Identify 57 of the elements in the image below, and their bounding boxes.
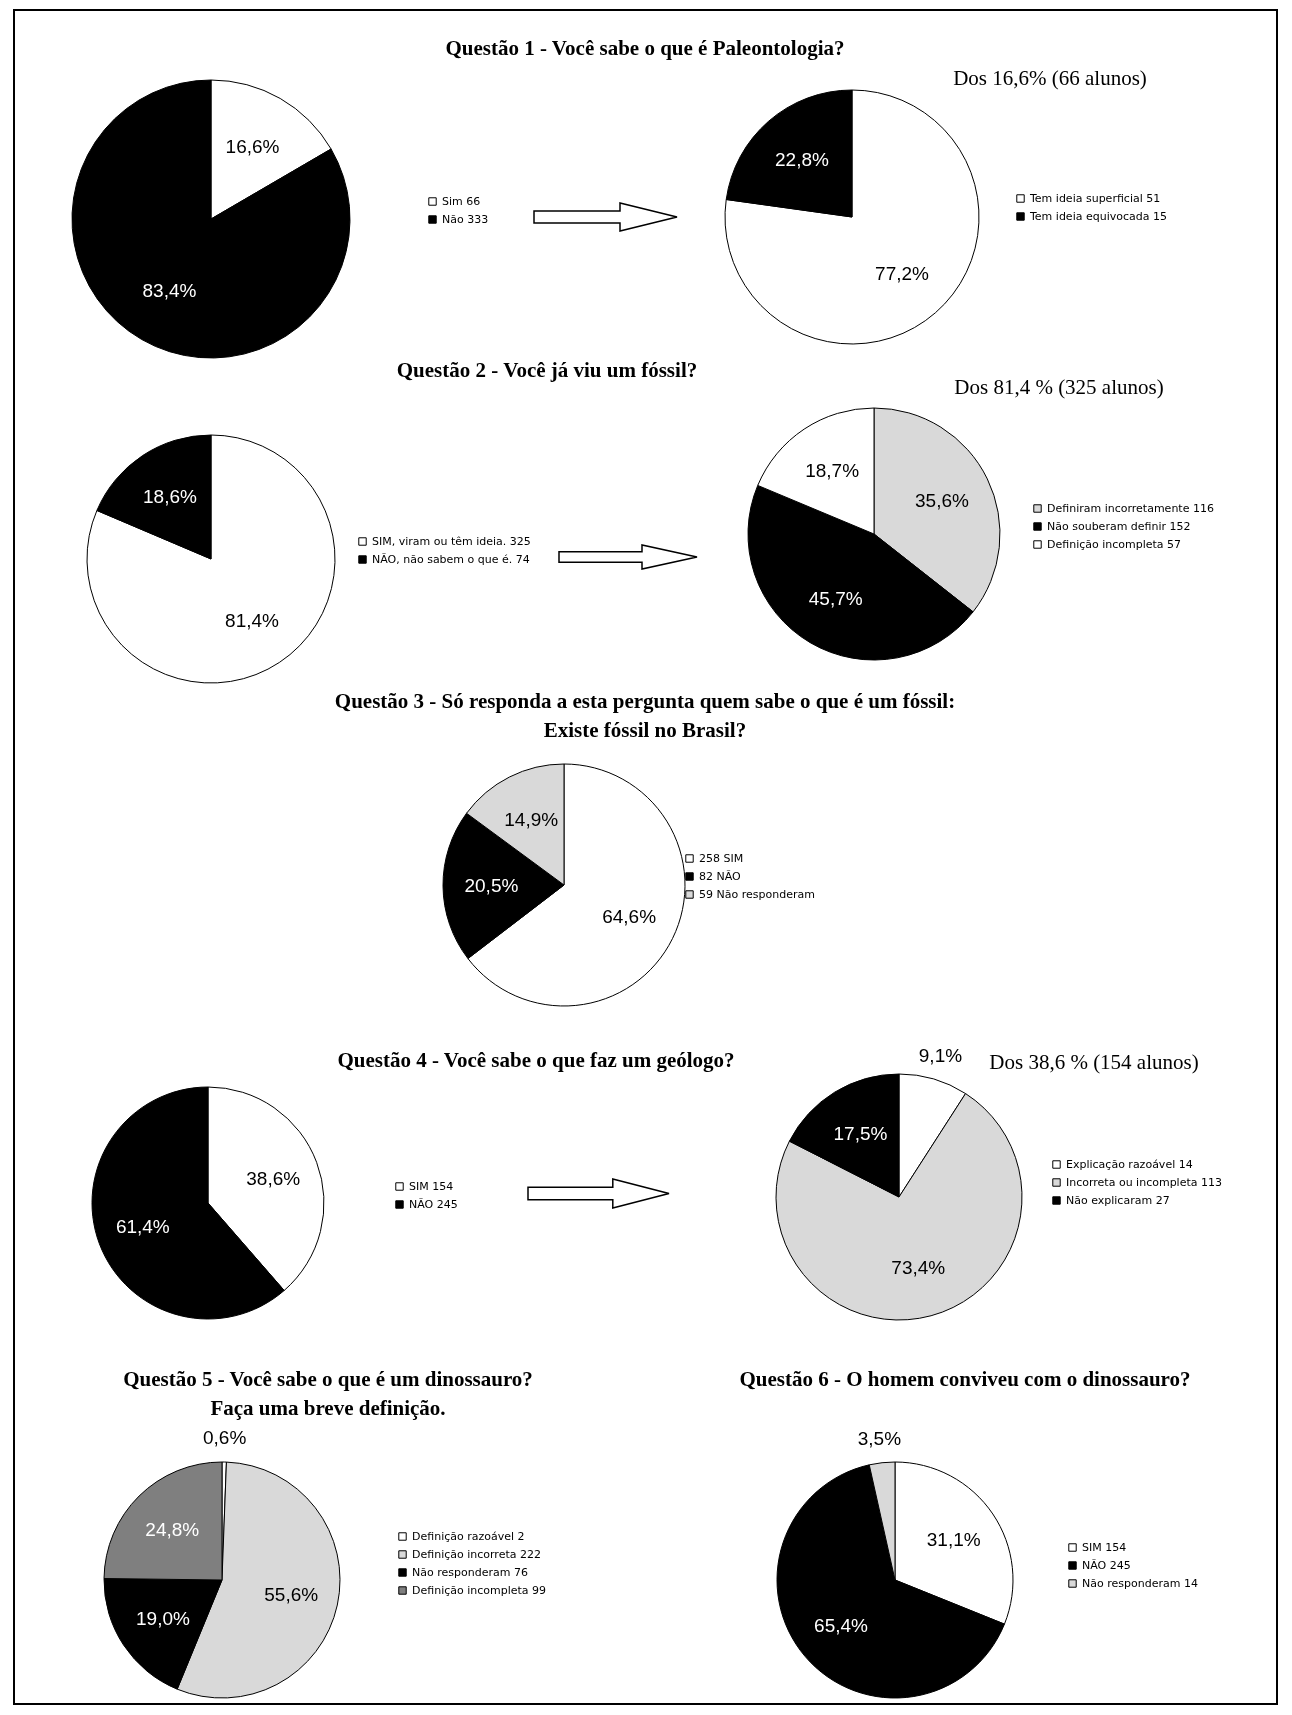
legend-label: SIM, viram ou têm ideia. 325 <box>372 534 531 548</box>
legend-label: Definição incorreta 222 <box>412 1547 541 1561</box>
legend-label: 258 SIM <box>699 851 744 865</box>
legend-label: Não 333 <box>442 212 489 226</box>
text: Questão 1 - Você sabe o que é Paleontologia? <box>445 35 845 62</box>
legend-label: SIM 154 <box>409 1179 454 1193</box>
data-label: 14,9% <box>504 809 559 831</box>
data-label: 20,5% <box>464 874 519 896</box>
data-label: 83,4% <box>142 280 197 302</box>
legend-label: Não responderam 14 <box>1082 1576 1198 1590</box>
data-label: 3,5% <box>857 1427 902 1449</box>
legend-label: Tem ideia equivocada 15 <box>1029 209 1167 223</box>
data-label: 16,6% <box>225 135 280 157</box>
data-label: 35,6% <box>915 489 970 511</box>
legend-label: Definição razoável 2 <box>412 1529 525 1543</box>
data-label: 38,6% <box>246 1167 301 1189</box>
legend-label: 82 NÃO <box>699 869 742 883</box>
chart-title: Questão 5 - Você sabe o que é um dinossauro? Faça uma breve definição. <box>123 1366 533 1422</box>
chart-title: Questão 2 - Você já viu um fóssil? <box>396 357 698 384</box>
data-label: 81,4% <box>225 610 280 632</box>
data-label: 73,4% <box>891 1257 946 1279</box>
data-label: 22,8% <box>775 148 830 170</box>
data-label: 9,1% <box>918 1044 963 1066</box>
legend-label: Tem ideia superficial 51 <box>1029 191 1161 205</box>
data-label: 77,2% <box>875 263 930 285</box>
legend-label: Não responderam 76 <box>412 1565 528 1579</box>
data-label: 31,1% <box>926 1529 981 1551</box>
chart-title: Questão 3 - Só responda a esta pergunta quem sabe o que é um fóssil: Existe fóssil no Brasil? <box>334 688 956 744</box>
legend-label: Definiram incorretamente 116 <box>1047 501 1214 515</box>
chart-title: Dos 38,6 % (154 alunos) <box>989 1049 1199 1076</box>
chart-title: Questão 6 - O homem conviveu com o dinossauro? <box>739 1366 1191 1393</box>
legend-label: Não explicaram 27 <box>1066 1193 1170 1207</box>
data-label: 18,6% <box>143 485 197 507</box>
legend-label: Incorreta ou incompleta 113 <box>1066 1175 1222 1189</box>
data-label: 55,6% <box>264 1584 319 1606</box>
legend-label: SIM 154 <box>1082 1540 1127 1554</box>
legend-label: Explicação razoável 14 <box>1066 1157 1193 1171</box>
legend-label: Definição incompleta 57 <box>1047 537 1182 551</box>
text: Questão 4 - Você sabe o que faz um geólogo? <box>337 1047 735 1074</box>
legend-label: Definição incompleta 99 <box>412 1583 547 1597</box>
data-label: 19,0% <box>136 1608 190 1630</box>
data-label: 24,8% <box>145 1518 200 1540</box>
legend-label: NÃO 245 <box>1082 1558 1131 1572</box>
legend-label: 59 Não responderam <box>699 887 815 901</box>
data-label: 64,6% <box>602 906 657 928</box>
chart-title: Dos 16,6% (66 alunos) <box>953 65 1147 92</box>
legend-label: Não souberam definir 152 <box>1047 519 1191 533</box>
legend-label: Sim 66 <box>442 194 481 208</box>
data-label: 45,7% <box>808 588 863 610</box>
data-label: 65,4% <box>814 1614 869 1636</box>
data-label: 61,4% <box>115 1216 170 1238</box>
data-label: 18,7% <box>805 460 860 482</box>
chart-title: Dos 81,4 % (325 alunos) <box>954 374 1164 401</box>
legend-label: NÃO, não sabem o que é. 74 <box>372 552 530 566</box>
data-label: 17,5% <box>833 1123 888 1145</box>
data-label: 0,6% <box>203 1427 247 1449</box>
legend-label: NÃO 245 <box>409 1197 458 1211</box>
